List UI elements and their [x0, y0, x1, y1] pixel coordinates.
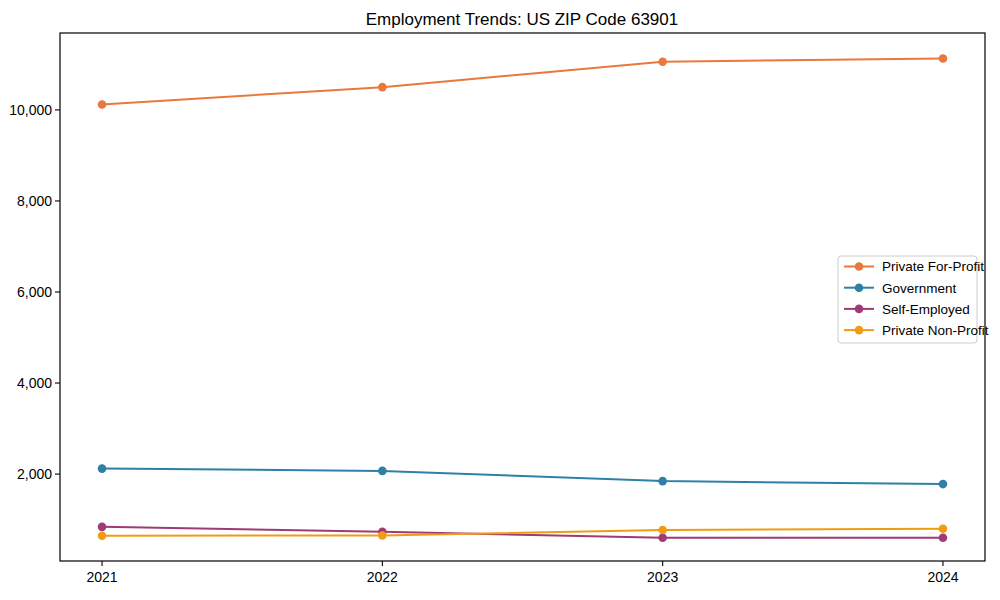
- data-point-private-non-profit: [658, 526, 667, 535]
- data-point-private-for-profit: [378, 83, 387, 92]
- x-tick-label: 2022: [367, 569, 398, 585]
- chart-title: Employment Trends: US ZIP Code 63901: [366, 10, 678, 29]
- data-point-private-for-profit: [98, 100, 107, 109]
- y-tick-label: 6,000: [17, 284, 52, 300]
- series-line-government: [102, 469, 943, 484]
- data-point-government: [98, 464, 107, 473]
- data-point-private-for-profit: [658, 57, 667, 66]
- data-point-private-non-profit: [378, 531, 387, 540]
- data-point-government: [939, 480, 948, 489]
- data-point-private-non-profit: [98, 531, 107, 540]
- legend-item-label: Government: [882, 281, 957, 296]
- data-point-private-for-profit: [939, 54, 948, 63]
- x-tick-label: 2021: [86, 569, 117, 585]
- data-point-self-employed: [98, 523, 107, 532]
- data-point-self-employed: [658, 533, 667, 542]
- line-chart: Employment Trends: US ZIP Code 63901 2,0…: [0, 0, 1000, 600]
- x-tick-label: 2024: [927, 569, 958, 585]
- legend-marker-dot: [855, 283, 864, 292]
- legend-item-label: Self-Employed: [882, 302, 970, 317]
- y-tick-label: 10,000: [9, 102, 52, 118]
- data-point-self-employed: [939, 533, 948, 542]
- legend-marker-dot: [855, 262, 864, 271]
- legend-item-label: Private For-Profit: [882, 259, 984, 274]
- data-point-government: [378, 467, 387, 476]
- data-point-government: [658, 477, 667, 486]
- x-tick-label: 2023: [647, 569, 678, 585]
- legend-item-label: Private Non-Profit: [882, 323, 989, 338]
- legend-marker-dot: [855, 326, 864, 335]
- series-line-private-for-profit: [102, 58, 943, 104]
- data-point-private-non-profit: [939, 524, 948, 533]
- y-tick-label: 2,000: [17, 466, 52, 482]
- y-tick-label: 8,000: [17, 193, 52, 209]
- employment-trends-chart-figure: Employment Trends: US ZIP Code 63901 2,0…: [0, 0, 1000, 600]
- y-tick-label: 4,000: [17, 375, 52, 391]
- legend-marker-dot: [855, 305, 864, 314]
